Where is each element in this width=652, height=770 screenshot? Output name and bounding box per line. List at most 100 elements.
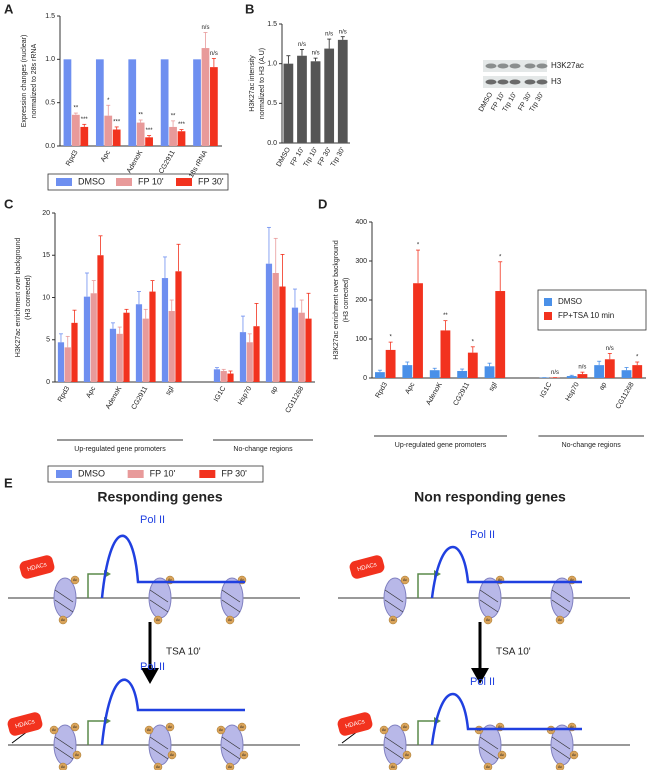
significance: * bbox=[636, 355, 639, 361]
bar bbox=[95, 59, 104, 147]
legend-swatch bbox=[56, 470, 72, 478]
significance: n/s bbox=[210, 51, 218, 57]
error-bar bbox=[82, 123, 87, 127]
bar bbox=[142, 318, 149, 382]
panel-label: D bbox=[318, 196, 327, 211]
error-bar bbox=[299, 48, 304, 56]
acetyl bbox=[216, 725, 226, 735]
bar bbox=[112, 129, 121, 146]
bar bbox=[375, 372, 385, 378]
blot-band bbox=[509, 79, 521, 85]
significance: ** bbox=[443, 313, 448, 319]
x-tick-label: CG2911 bbox=[452, 381, 471, 407]
treatment-arrowhead bbox=[471, 668, 489, 684]
acetyl-label: Ac bbox=[73, 578, 77, 582]
y-tick-label: 0.5 bbox=[45, 100, 55, 107]
acetyl bbox=[225, 615, 235, 625]
dna-wrap bbox=[149, 589, 169, 613]
bar bbox=[175, 271, 182, 382]
bar bbox=[80, 126, 89, 146]
x-tick-label: AdenoK bbox=[126, 149, 145, 174]
error-bar bbox=[136, 291, 141, 305]
significance: * bbox=[417, 243, 420, 249]
acetyl bbox=[555, 615, 565, 625]
acetyl-label: Ac bbox=[168, 578, 172, 582]
significance: ** bbox=[74, 106, 79, 112]
legend-label: FP+TSA 10 min bbox=[558, 311, 614, 320]
acetyl bbox=[239, 750, 249, 760]
error-bar bbox=[162, 256, 167, 279]
legend-box bbox=[537, 289, 647, 331]
error-bar bbox=[416, 249, 421, 284]
hdac bbox=[337, 712, 373, 736]
bar bbox=[495, 291, 506, 378]
error-bar bbox=[240, 315, 245, 333]
acetyl-label: Ac bbox=[558, 765, 562, 769]
acetyl-label: Ac bbox=[486, 765, 490, 769]
pol-ii-label: Pol II bbox=[470, 676, 495, 688]
acetyl bbox=[555, 762, 565, 770]
bar bbox=[272, 272, 279, 382]
acetyl-label: Ac bbox=[240, 725, 244, 729]
x-tick-label: sgl bbox=[165, 385, 176, 397]
bar bbox=[457, 370, 468, 378]
significance: n/s bbox=[339, 29, 347, 35]
error-bar bbox=[377, 369, 382, 373]
acetyl bbox=[70, 575, 80, 585]
bar bbox=[210, 67, 218, 146]
bar bbox=[63, 59, 72, 147]
bar bbox=[283, 63, 294, 143]
hdac-label: HDACs bbox=[27, 562, 48, 573]
legend-label: DMSO bbox=[78, 468, 105, 478]
significance: n/s bbox=[325, 32, 333, 38]
x-tick-label: IG1C bbox=[539, 381, 553, 399]
acetyl-label: Ac bbox=[228, 618, 232, 622]
acetyl-label: Ac bbox=[219, 728, 223, 732]
error-bar bbox=[117, 326, 122, 334]
error-bar bbox=[110, 322, 115, 329]
error-bar bbox=[405, 361, 410, 366]
acetyl bbox=[497, 750, 507, 760]
bar bbox=[71, 114, 80, 146]
bar bbox=[64, 347, 71, 382]
x-tick-label: Rpd3 bbox=[375, 381, 389, 399]
bar bbox=[83, 296, 91, 382]
error-bar bbox=[228, 370, 233, 374]
error-bar bbox=[460, 368, 465, 371]
acetyl-label: Ac bbox=[403, 578, 407, 582]
acetyl-label: Ac bbox=[75, 753, 79, 757]
blot-band bbox=[524, 79, 536, 85]
acetyl bbox=[402, 750, 412, 760]
bar bbox=[168, 311, 175, 382]
y-axis-label: H3K27ac intensity bbox=[249, 55, 256, 112]
significance: n/s bbox=[551, 370, 559, 376]
significance: *** bbox=[178, 122, 186, 128]
bar bbox=[577, 374, 588, 378]
blot-label: H3K27ac bbox=[551, 61, 584, 70]
error-bar bbox=[211, 58, 216, 68]
bar bbox=[279, 286, 286, 382]
acetyl bbox=[379, 725, 389, 735]
bar bbox=[201, 48, 210, 146]
x-tick-label: CG11268 bbox=[615, 381, 636, 410]
panel-label: A bbox=[4, 1, 14, 16]
acetyl-label: Ac bbox=[240, 578, 244, 582]
acetyl bbox=[483, 762, 493, 770]
bar bbox=[149, 291, 156, 382]
error-bar bbox=[106, 104, 111, 116]
blot-band bbox=[497, 79, 509, 85]
dna-wrap bbox=[384, 589, 404, 613]
bar bbox=[265, 263, 273, 382]
tss-arrow bbox=[417, 573, 434, 598]
acetyl bbox=[153, 762, 163, 770]
error-bar bbox=[72, 309, 77, 323]
bar bbox=[128, 59, 137, 147]
acetyl-label: Ac bbox=[403, 725, 407, 729]
significance: *** bbox=[81, 117, 89, 123]
legend-swatch bbox=[56, 178, 72, 186]
error-bar bbox=[487, 362, 492, 367]
blot-band bbox=[536, 79, 548, 85]
acetyl bbox=[569, 750, 579, 760]
pol-ii-label: Pol II bbox=[140, 661, 165, 673]
error-bar bbox=[635, 361, 640, 366]
